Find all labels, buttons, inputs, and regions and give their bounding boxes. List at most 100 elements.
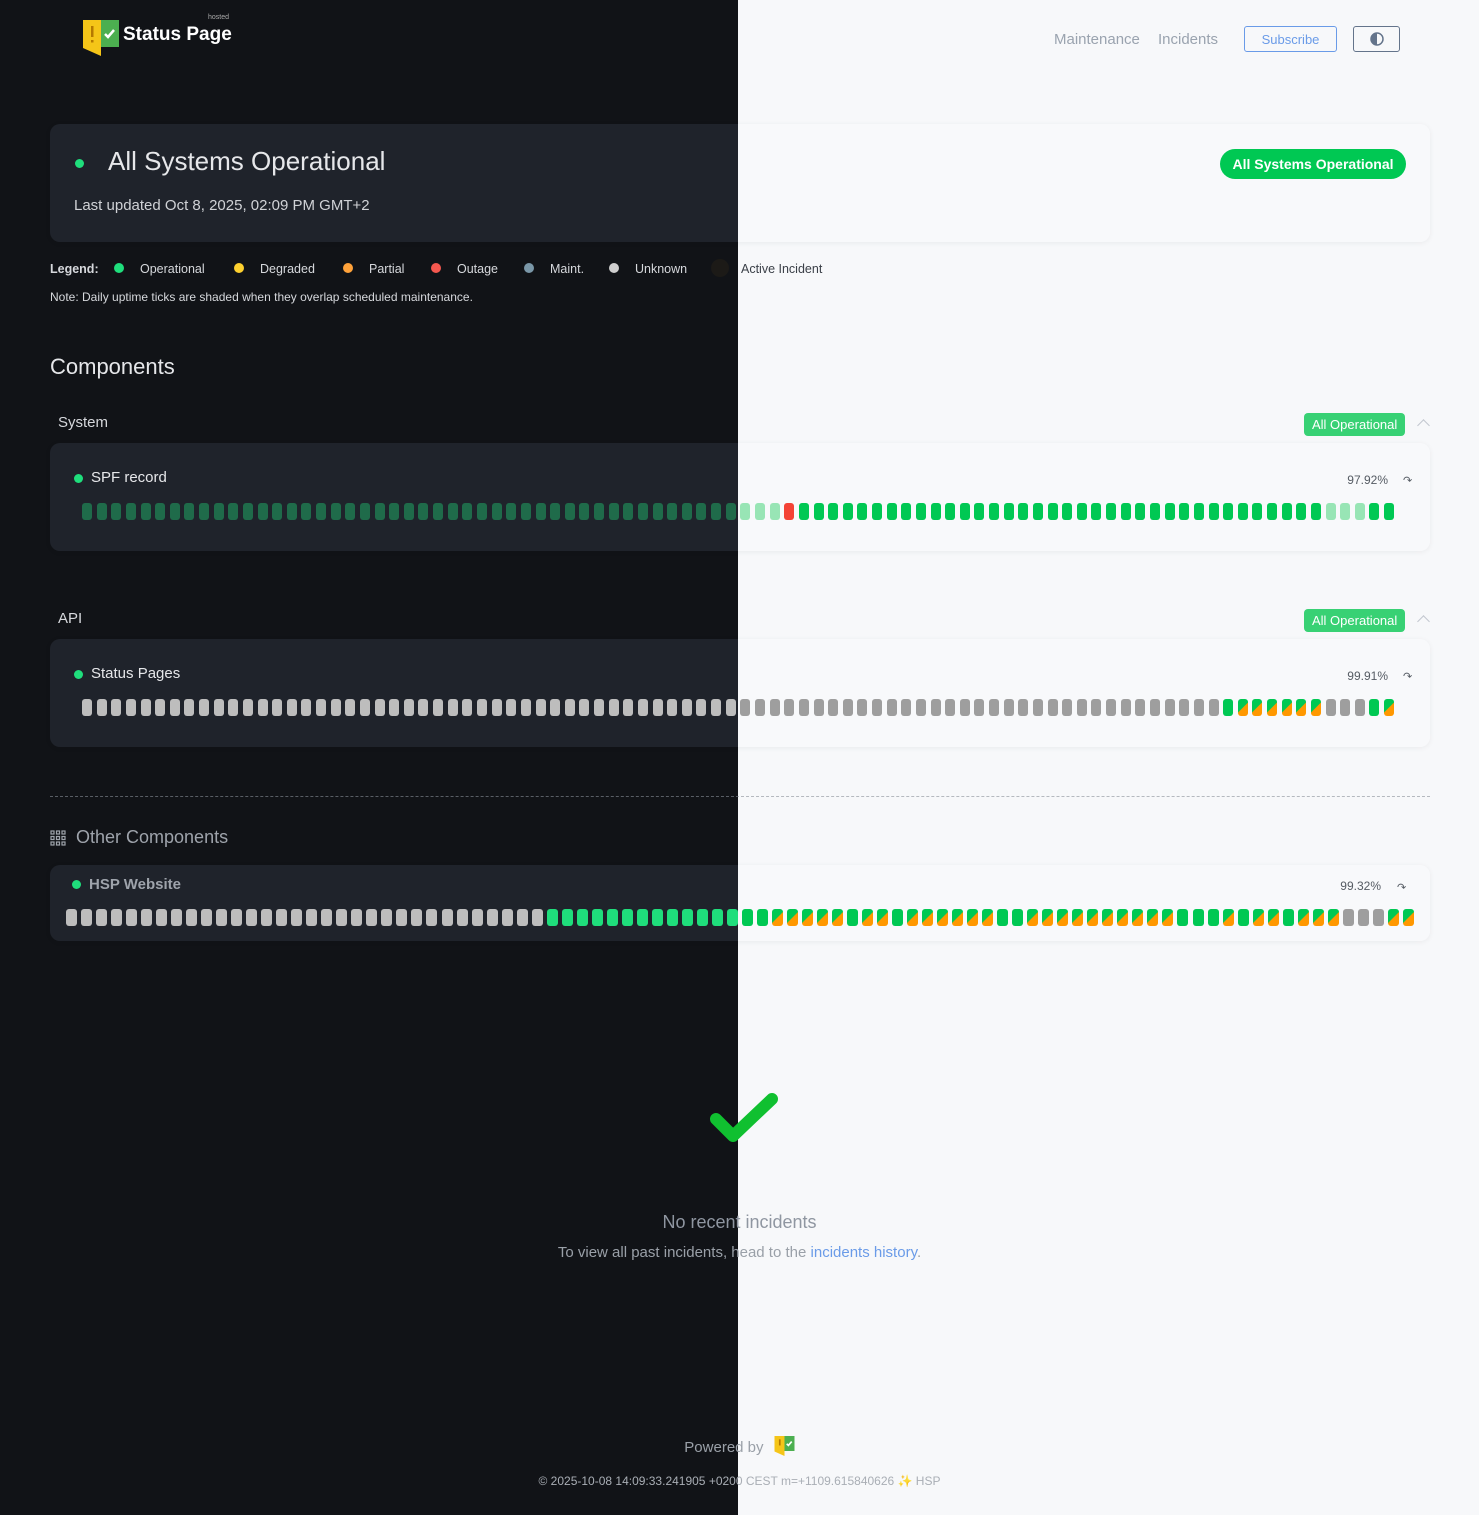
uptime-tick-unknown[interactable] <box>272 699 283 716</box>
refresh-icon[interactable]: ↷ <box>1397 882 1407 894</box>
uptime-tick-shaded[interactable] <box>301 503 312 520</box>
uptime-tick-unknown[interactable] <box>516 909 528 926</box>
uptime-tick-unknown[interactable] <box>155 699 166 716</box>
uptime-tick-shaded[interactable] <box>652 503 663 520</box>
uptime-tick-unknown[interactable] <box>1032 699 1043 716</box>
uptime-tick-operational[interactable] <box>1012 909 1024 926</box>
uptime-tick-operational[interactable] <box>1207 909 1219 926</box>
refresh-icon[interactable]: ↷ <box>1403 671 1413 683</box>
uptime-tick-unknown[interactable] <box>945 699 956 716</box>
uptime-tick-unknown[interactable] <box>411 909 423 926</box>
uptime-tick-shaded[interactable] <box>491 503 502 520</box>
uptime-tick-unknown[interactable] <box>1076 699 1087 716</box>
uptime-tick-unknown[interactable] <box>1003 699 1014 716</box>
uptime-tick-operational[interactable] <box>1369 503 1380 520</box>
uptime-tick-partial[interactable] <box>1297 909 1309 926</box>
nav-incidents[interactable]: Incidents <box>1158 31 1219 48</box>
uptime-tick-unknown[interactable] <box>769 699 780 716</box>
uptime-tick-partial[interactable] <box>967 909 979 926</box>
uptime-tick-unknown[interactable] <box>213 699 224 716</box>
uptime-tick-partial[interactable] <box>1252 699 1263 716</box>
uptime-tick-shaded[interactable] <box>769 503 780 520</box>
uptime-tick-shaded[interactable] <box>82 503 92 520</box>
uptime-tick-unknown[interactable] <box>1047 699 1058 716</box>
uptime-tick-operational[interactable] <box>1223 503 1234 520</box>
uptime-tick-shaded[interactable] <box>433 503 444 520</box>
uptime-tick-operational[interactable] <box>945 503 956 520</box>
uptime-tick-unknown[interactable] <box>366 909 378 926</box>
uptime-tick-unknown[interactable] <box>231 909 243 926</box>
uptime-tick-unknown[interactable] <box>111 909 123 926</box>
uptime-tick-shaded[interactable] <box>608 503 619 520</box>
uptime-tick-unknown[interactable] <box>1340 699 1351 716</box>
uptime-tick-operational[interactable] <box>1076 503 1087 520</box>
uptime-tick-unknown[interactable] <box>462 699 473 716</box>
uptime-tick-operational[interactable] <box>741 909 753 926</box>
uptime-tick-partial[interactable] <box>1296 699 1307 716</box>
uptime-tick-unknown[interactable] <box>828 699 839 716</box>
uptime-tick-unknown[interactable] <box>336 909 348 926</box>
uptime-tick-operational[interactable] <box>915 503 926 520</box>
uptime-tick-unknown[interactable] <box>1149 699 1160 716</box>
uptime-tick-unknown[interactable] <box>184 699 195 716</box>
uptime-tick-operational[interactable] <box>1252 503 1263 520</box>
uptime-tick-shaded[interactable] <box>477 503 487 520</box>
uptime-tick-shaded[interactable] <box>169 503 180 520</box>
uptime-tick-shaded[interactable] <box>667 503 678 520</box>
uptime-tick-unknown[interactable] <box>1135 699 1146 716</box>
uptime-tick-outage[interactable] <box>784 503 795 520</box>
uptime-tick-operational[interactable] <box>1164 503 1175 520</box>
logo-icon[interactable] <box>774 1436 795 1456</box>
uptime-tick-operational[interactable] <box>828 503 839 520</box>
uptime-tick-unknown[interactable] <box>1342 909 1354 926</box>
uptime-tick-operational[interactable] <box>1062 503 1073 520</box>
uptime-tick-shaded[interactable] <box>286 503 297 520</box>
uptime-tick-unknown[interactable] <box>66 909 77 926</box>
uptime-tick-partial[interactable] <box>907 909 919 926</box>
uptime-tick-operational[interactable] <box>901 503 912 520</box>
uptime-tick-partial[interactable] <box>1310 699 1321 716</box>
uptime-tick-partial[interactable] <box>817 909 828 926</box>
uptime-tick-shaded[interactable] <box>330 503 341 520</box>
uptime-tick-unknown[interactable] <box>857 699 868 716</box>
uptime-tick-shaded[interactable] <box>754 503 765 520</box>
uptime-tick-partial[interactable] <box>801 909 813 926</box>
uptime-tick-unknown[interactable] <box>798 699 809 716</box>
uptime-tick-unknown[interactable] <box>1062 699 1073 716</box>
uptime-tick-unknown[interactable] <box>754 699 765 716</box>
uptime-tick-unknown[interactable] <box>667 699 678 716</box>
uptime-tick-partial[interactable] <box>1117 909 1129 926</box>
uptime-tick-unknown[interactable] <box>301 699 312 716</box>
uptime-tick-unknown[interactable] <box>486 909 498 926</box>
uptime-tick-partial[interactable] <box>1312 909 1324 926</box>
uptime-tick-operational[interactable] <box>892 909 904 926</box>
uptime-tick-operational[interactable] <box>1267 503 1278 520</box>
uptime-tick-operational[interactable] <box>1018 503 1029 520</box>
uptime-tick-unknown[interactable] <box>111 699 122 716</box>
uptime-tick-unknown[interactable] <box>725 699 736 716</box>
uptime-tick-unknown[interactable] <box>681 699 692 716</box>
uptime-tick-operational[interactable] <box>681 909 693 926</box>
uptime-tick-partial[interactable] <box>1402 909 1414 926</box>
uptime-tick-shaded[interactable] <box>506 503 517 520</box>
uptime-tick-unknown[interactable] <box>564 699 575 716</box>
uptime-tick-shaded[interactable] <box>242 503 253 520</box>
uptime-tick-unknown[interactable] <box>141 909 153 926</box>
uptime-tick-operational[interactable] <box>696 909 708 926</box>
uptime-tick-unknown[interactable] <box>550 699 561 716</box>
uptime-tick-operational[interactable] <box>847 909 859 926</box>
uptime-tick-operational[interactable] <box>1149 503 1160 520</box>
uptime-tick-unknown[interactable] <box>1357 909 1369 926</box>
uptime-tick-unknown[interactable] <box>531 909 543 926</box>
uptime-tick-operational[interactable] <box>546 909 558 926</box>
uptime-tick-unknown[interactable] <box>974 699 985 716</box>
uptime-tick-unknown[interactable] <box>261 909 273 926</box>
uptime-tick-partial[interactable] <box>1327 909 1339 926</box>
uptime-tick-unknown[interactable] <box>169 699 180 716</box>
uptime-tick-operational[interactable] <box>711 909 723 926</box>
uptime-tick-shaded[interactable] <box>199 503 210 520</box>
uptime-tick-partial[interactable] <box>982 909 994 926</box>
uptime-tick-unknown[interactable] <box>374 699 385 716</box>
uptime-tick-partial[interactable] <box>1387 909 1399 926</box>
uptime-tick-shaded[interactable] <box>272 503 283 520</box>
